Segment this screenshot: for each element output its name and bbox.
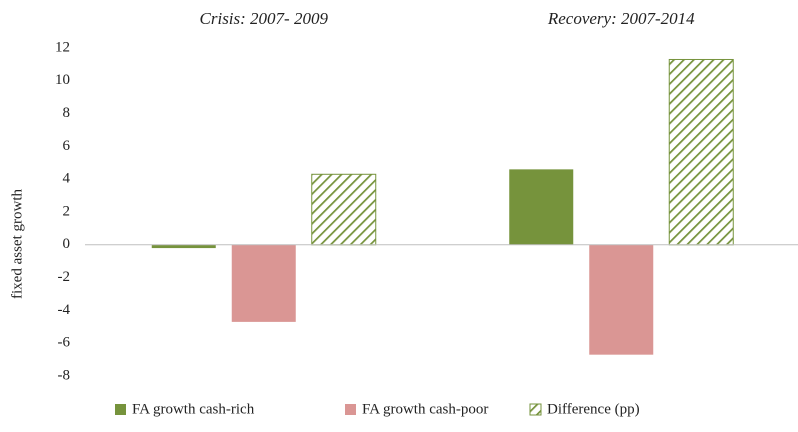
y-tick-label: 2 bbox=[63, 203, 71, 219]
category-label: Recovery: 2007-2014 bbox=[547, 9, 695, 28]
bar bbox=[509, 169, 574, 245]
y-tick-label: -4 bbox=[58, 302, 71, 318]
y-tick-label: -6 bbox=[58, 335, 71, 351]
y-tick-label: 6 bbox=[63, 138, 71, 154]
legend-label: Difference (pp) bbox=[547, 401, 640, 417]
y-tick-label: 12 bbox=[55, 39, 70, 55]
legend-label: FA growth cash-poor bbox=[362, 401, 488, 417]
legend-swatch bbox=[115, 404, 126, 415]
category-label: Crisis: 2007- 2009 bbox=[200, 9, 329, 28]
y-tick-label: 8 bbox=[63, 105, 71, 121]
bar bbox=[231, 244, 296, 322]
legend-swatch bbox=[529, 403, 542, 416]
bar bbox=[311, 173, 377, 246]
legend-label: FA growth cash-rich bbox=[132, 401, 255, 417]
y-tick-label: 4 bbox=[63, 171, 71, 187]
legend-swatch bbox=[345, 404, 356, 415]
y-tick-label: -8 bbox=[58, 367, 71, 383]
y-tick-label: -2 bbox=[58, 269, 71, 285]
bar bbox=[668, 58, 734, 246]
bar bbox=[589, 244, 654, 355]
bar bbox=[151, 244, 216, 249]
y-tick-label: 0 bbox=[63, 236, 71, 252]
y-tick-label: 10 bbox=[55, 72, 70, 88]
y-axis-label: fixed asset growth bbox=[9, 189, 25, 299]
